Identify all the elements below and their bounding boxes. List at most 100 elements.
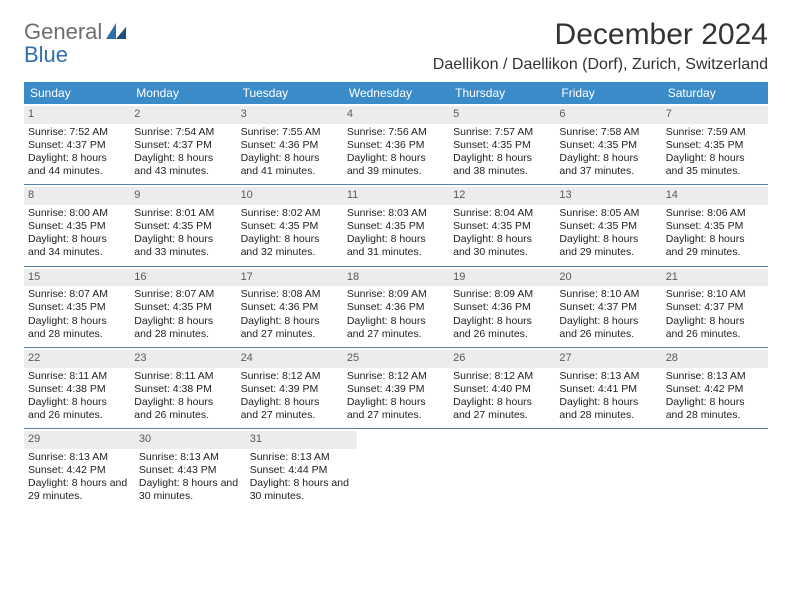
weekday-header: Monday — [130, 82, 236, 104]
day-cell: 25Sunrise: 8:12 AMSunset: 4:39 PMDayligh… — [343, 348, 449, 428]
sunset-text: Sunset: 4:40 PM — [453, 383, 551, 396]
weekday-header: Saturday — [662, 82, 768, 104]
day-cell: 10Sunrise: 8:02 AMSunset: 4:35 PMDayligh… — [237, 185, 343, 265]
day-cell: 1Sunrise: 7:52 AMSunset: 4:37 PMDaylight… — [24, 104, 130, 184]
logo-mark-icon — [106, 20, 128, 36]
day-number: 29 — [24, 431, 135, 449]
empty-cell — [459, 429, 562, 509]
sunset-text: Sunset: 4:42 PM — [28, 464, 131, 477]
day-number: 25 — [343, 350, 449, 368]
sunrise-text: Sunrise: 8:12 AM — [241, 370, 339, 383]
daylight-text: Daylight: 8 hours and 28 minutes. — [134, 315, 232, 341]
day-number: 6 — [555, 106, 661, 124]
page-header: General Blue December 2024 Daellikon / D… — [24, 18, 768, 74]
sunset-text: Sunset: 4:36 PM — [347, 301, 445, 314]
weekday-header: Friday — [555, 82, 661, 104]
daylight-text: Daylight: 8 hours and 26 minutes. — [453, 315, 551, 341]
day-number: 14 — [662, 187, 768, 205]
day-number: 28 — [662, 350, 768, 368]
daylight-text: Daylight: 8 hours and 27 minutes. — [453, 396, 551, 422]
day-number: 26 — [449, 350, 555, 368]
daylight-text: Daylight: 8 hours and 33 minutes. — [134, 233, 232, 259]
sunrise-text: Sunrise: 8:11 AM — [134, 370, 232, 383]
daylight-text: Daylight: 8 hours and 43 minutes. — [134, 152, 232, 178]
sunset-text: Sunset: 4:35 PM — [453, 220, 551, 233]
sunrise-text: Sunrise: 8:04 AM — [453, 207, 551, 220]
weekday-header-row: Sunday Monday Tuesday Wednesday Thursday… — [24, 82, 768, 104]
sunset-text: Sunset: 4:42 PM — [666, 383, 764, 396]
day-number: 31 — [246, 431, 357, 449]
day-number: 4 — [343, 106, 449, 124]
sunrise-text: Sunrise: 7:59 AM — [666, 126, 764, 139]
week-row: 1Sunrise: 7:52 AMSunset: 4:37 PMDaylight… — [24, 104, 768, 185]
sunset-text: Sunset: 4:35 PM — [241, 220, 339, 233]
sunrise-text: Sunrise: 8:13 AM — [559, 370, 657, 383]
location-text: Daellikon / Daellikon (Dorf), Zurich, Sw… — [433, 56, 768, 74]
week-row: 15Sunrise: 8:07 AMSunset: 4:35 PMDayligh… — [24, 267, 768, 348]
sunrise-text: Sunrise: 8:06 AM — [666, 207, 764, 220]
day-cell: 6Sunrise: 7:58 AMSunset: 4:35 PMDaylight… — [555, 104, 661, 184]
daylight-text: Daylight: 8 hours and 28 minutes. — [559, 396, 657, 422]
day-cell: 15Sunrise: 8:07 AMSunset: 4:35 PMDayligh… — [24, 267, 130, 347]
day-number: 7 — [662, 106, 768, 124]
day-cell: 2Sunrise: 7:54 AMSunset: 4:37 PMDaylight… — [130, 104, 236, 184]
sunset-text: Sunset: 4:35 PM — [453, 139, 551, 152]
sunset-text: Sunset: 4:35 PM — [347, 220, 445, 233]
sunrise-text: Sunrise: 8:10 AM — [666, 288, 764, 301]
sunset-text: Sunset: 4:39 PM — [241, 383, 339, 396]
day-cell: 16Sunrise: 8:07 AMSunset: 4:35 PMDayligh… — [130, 267, 236, 347]
logo-word-1: General — [24, 19, 102, 44]
sunset-text: Sunset: 4:36 PM — [453, 301, 551, 314]
weeks-container: 1Sunrise: 7:52 AMSunset: 4:37 PMDaylight… — [24, 104, 768, 509]
daylight-text: Daylight: 8 hours and 30 minutes. — [250, 477, 353, 503]
day-cell: 18Sunrise: 8:09 AMSunset: 4:36 PMDayligh… — [343, 267, 449, 347]
sunrise-text: Sunrise: 8:09 AM — [453, 288, 551, 301]
daylight-text: Daylight: 8 hours and 28 minutes. — [666, 396, 764, 422]
day-cell: 7Sunrise: 7:59 AMSunset: 4:35 PMDaylight… — [662, 104, 768, 184]
calendar-page: General Blue December 2024 Daellikon / D… — [0, 0, 792, 519]
day-cell: 20Sunrise: 8:10 AMSunset: 4:37 PMDayligh… — [555, 267, 661, 347]
day-number: 18 — [343, 269, 449, 287]
calendar-grid: Sunday Monday Tuesday Wednesday Thursday… — [24, 82, 768, 509]
sunrise-text: Sunrise: 8:03 AM — [347, 207, 445, 220]
daylight-text: Daylight: 8 hours and 26 minutes. — [134, 396, 232, 422]
sunset-text: Sunset: 4:38 PM — [134, 383, 232, 396]
daylight-text: Daylight: 8 hours and 31 minutes. — [347, 233, 445, 259]
sunset-text: Sunset: 4:35 PM — [28, 220, 126, 233]
day-number: 5 — [449, 106, 555, 124]
sunrise-text: Sunrise: 7:58 AM — [559, 126, 657, 139]
sunrise-text: Sunrise: 8:13 AM — [250, 451, 353, 464]
day-number: 24 — [237, 350, 343, 368]
daylight-text: Daylight: 8 hours and 35 minutes. — [666, 152, 764, 178]
day-number: 8 — [24, 187, 130, 205]
week-row: 8Sunrise: 8:00 AMSunset: 4:35 PMDaylight… — [24, 185, 768, 266]
sunrise-text: Sunrise: 8:13 AM — [666, 370, 764, 383]
daylight-text: Daylight: 8 hours and 26 minutes. — [28, 396, 126, 422]
weekday-header: Tuesday — [237, 82, 343, 104]
day-cell: 23Sunrise: 8:11 AMSunset: 4:38 PMDayligh… — [130, 348, 236, 428]
week-row: 29 Sunrise: 8:13 AM Sunset: 4:42 PM Dayligh… — [24, 429, 768, 509]
daylight-text: Daylight: 8 hours and 34 minutes. — [28, 233, 126, 259]
sunrise-text: Sunrise: 8:13 AM — [139, 451, 242, 464]
day-cell: 31 Sunrise: 8:13 AMSunset: 4:44 PMDayligh… — [246, 429, 357, 509]
daylight-text: Daylight: 8 hours and 27 minutes. — [241, 315, 339, 341]
day-cell: 5Sunrise: 7:57 AMSunset: 4:35 PMDaylight… — [449, 104, 555, 184]
daylight-text: Daylight: 8 hours and 32 minutes. — [241, 233, 339, 259]
day-cell: 14Sunrise: 8:06 AMSunset: 4:35 PMDayligh… — [662, 185, 768, 265]
logo-text: General Blue — [24, 18, 128, 66]
month-title: December 2024 — [433, 18, 768, 52]
daylight-text: Daylight: 8 hours and 26 minutes. — [666, 315, 764, 341]
daylight-text: Daylight: 8 hours and 39 minutes. — [347, 152, 445, 178]
day-cell: 22Sunrise: 8:11 AMSunset: 4:38 PMDayligh… — [24, 348, 130, 428]
day-number: 30 — [135, 431, 246, 449]
daylight-text: Daylight: 8 hours and 30 minutes. — [139, 477, 242, 503]
sunrise-text: Sunrise: 8:08 AM — [241, 288, 339, 301]
day-number: 2 — [130, 106, 236, 124]
day-cell: 11Sunrise: 8:03 AMSunset: 4:35 PMDayligh… — [343, 185, 449, 265]
sunset-text: Sunset: 4:35 PM — [559, 139, 657, 152]
daylight-text: Daylight: 8 hours and 44 minutes. — [28, 152, 126, 178]
sunset-text: Sunset: 4:44 PM — [250, 464, 353, 477]
sunset-text: Sunset: 4:43 PM — [139, 464, 242, 477]
sunrise-text: Sunrise: 8:07 AM — [134, 288, 232, 301]
empty-cell — [357, 429, 460, 509]
